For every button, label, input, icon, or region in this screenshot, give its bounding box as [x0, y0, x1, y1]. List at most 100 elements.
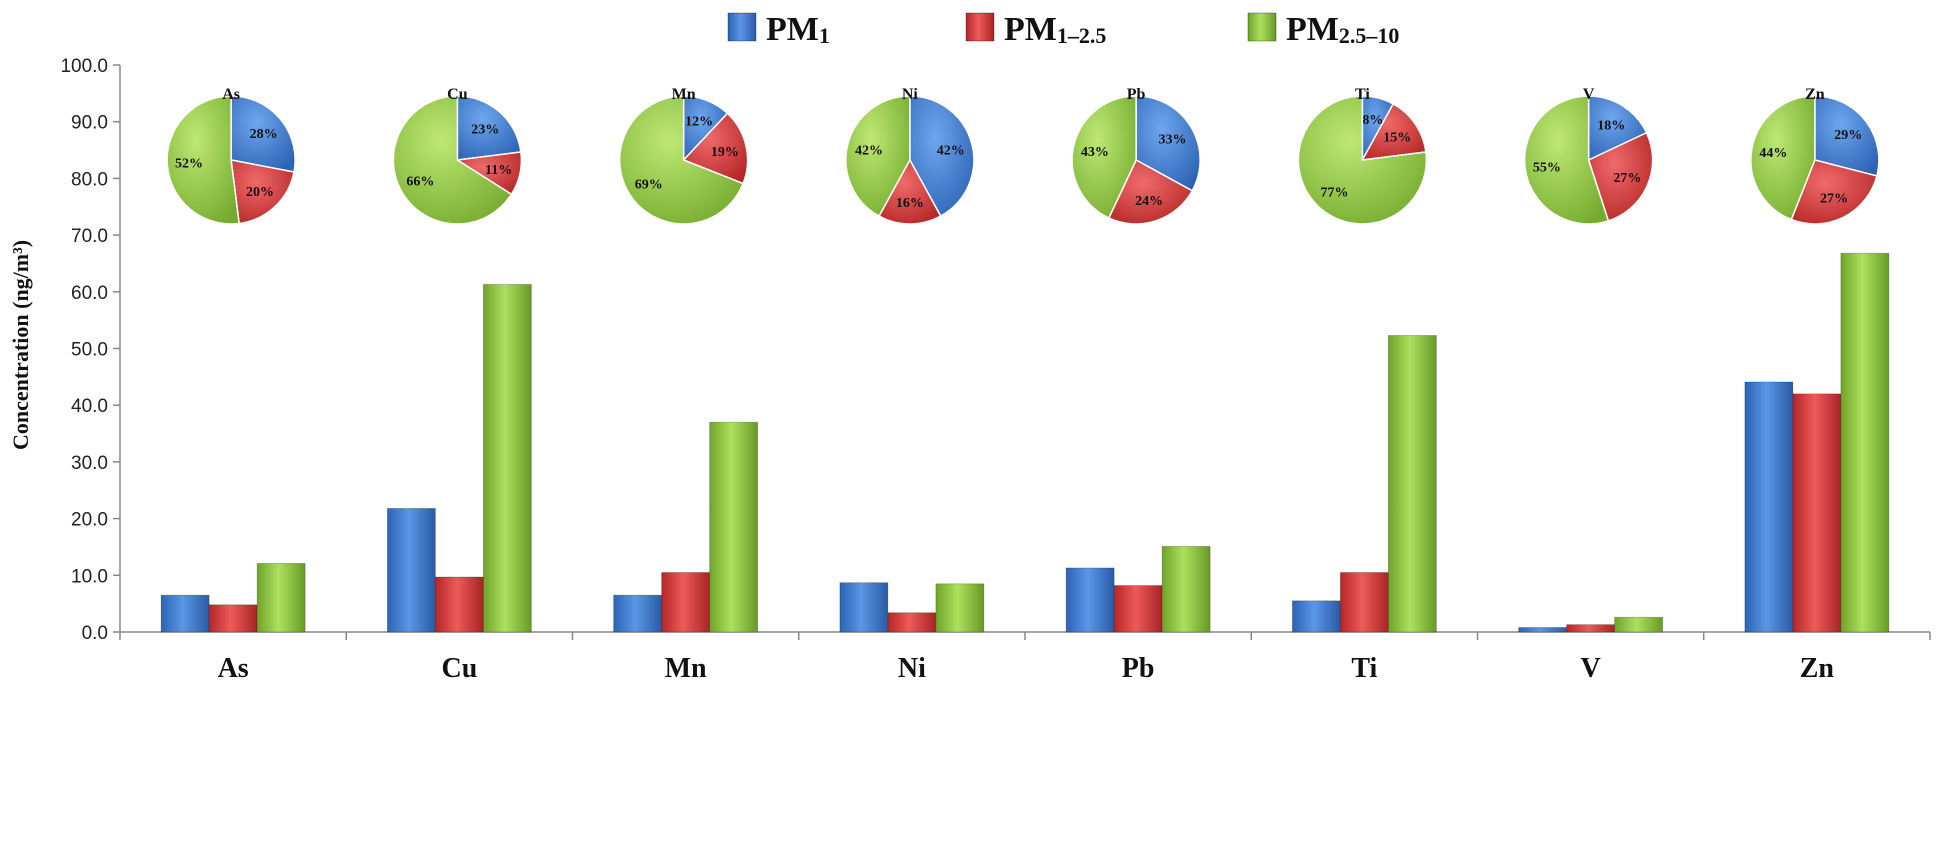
- y-tick-label: 100.0: [60, 56, 108, 77]
- pie-chart: 18% 27% 55% V: [1523, 86, 1654, 225]
- bars: [160, 252, 1890, 633]
- axes: 0.0 10.0 20.0 30.0 40.0 50.0 60.0 70.0 80.0 90.0 1…: [60, 56, 1931, 684]
- bar: [1339, 572, 1389, 633]
- x-tick-label: Zn: [1800, 653, 1835, 684]
- pie-title: Zn: [1805, 86, 1825, 103]
- pie-slice-label: 66%: [406, 174, 434, 189]
- pie-chart: 28% 20% 52% As: [166, 86, 296, 225]
- y-tick-label: 90.0: [71, 113, 108, 134]
- pie-slice: [230, 159, 295, 225]
- pie-slice: [230, 95, 296, 173]
- legend-label: PM1: [766, 11, 830, 48]
- pie-slice-label: 33%: [1158, 132, 1186, 147]
- x-tick-label: As: [218, 653, 249, 684]
- pie-chart: 23% 11% 66% Cu: [392, 86, 523, 225]
- bar: [1387, 335, 1437, 633]
- legend-label: PM1–2.5: [1004, 11, 1106, 48]
- bar: [661, 572, 711, 633]
- pie-slice: [1814, 95, 1880, 177]
- pie-chart: 12% 19% 69% Mn: [618, 86, 749, 225]
- pie-slice-label: 24%: [1135, 194, 1163, 209]
- pie-title: Mn: [672, 86, 696, 103]
- x-tick-label: Mn: [665, 653, 707, 684]
- bar: [208, 604, 258, 633]
- x-tick-label: Ti: [1351, 653, 1377, 684]
- bar: [386, 507, 436, 633]
- pie-slice: [1361, 102, 1427, 161]
- pie-slice-label: 42%: [937, 143, 965, 158]
- pie-slice-label: 11%: [485, 163, 512, 178]
- bar: [1744, 381, 1794, 633]
- pie-slice-label: 19%: [711, 145, 739, 160]
- legend-item: PM1: [727, 11, 830, 48]
- pie-slice-label: 43%: [1081, 145, 1109, 160]
- y-tick-label: 40.0: [71, 396, 108, 417]
- bar: [613, 594, 663, 633]
- pie-slice: [1587, 131, 1654, 222]
- legend-label-main: PM: [1004, 11, 1057, 48]
- y-tick-label: 60.0: [71, 283, 108, 304]
- legend-item: PM1–2.5: [965, 11, 1106, 48]
- pie-slice-label: 18%: [1597, 118, 1625, 133]
- y-tick-label: 20.0: [71, 510, 108, 531]
- pie-slice: [1523, 95, 1610, 225]
- pie-slice: [1135, 95, 1201, 192]
- y-tick-label: 0.0: [82, 623, 108, 644]
- pie-slice: [1750, 95, 1816, 221]
- bar: [1840, 252, 1890, 633]
- bar: [1291, 600, 1341, 633]
- y-tick-label: 70.0: [71, 226, 108, 247]
- x-tick-label: Ni: [898, 653, 926, 684]
- pie-slice: [1790, 159, 1878, 225]
- x-tick-label: Pb: [1122, 653, 1155, 684]
- bar: [709, 421, 759, 633]
- pie-title: Ni: [902, 86, 919, 103]
- legend-label-subscript: 1–2.5: [1057, 23, 1107, 48]
- pie-slice: [456, 95, 522, 161]
- pie-slice-label: 8%: [1362, 113, 1383, 128]
- bar: [1065, 567, 1115, 633]
- pie-slice: [618, 95, 745, 225]
- legend-label-main: PM: [766, 11, 819, 48]
- y-tick-label: 50.0: [71, 340, 108, 361]
- pie-slice-label: 15%: [1383, 130, 1411, 145]
- pie-chart: 42% 16% 42% Ni: [845, 86, 975, 225]
- pie-slice-label: 55%: [1533, 161, 1561, 176]
- x-tick-label: Cu: [441, 653, 477, 684]
- pie-chart: 33% 24% 43% Pb: [1071, 86, 1201, 225]
- bar: [1161, 545, 1211, 633]
- pie-slice-label: 23%: [471, 122, 499, 137]
- legend-label-subscript: 2.5–10: [1339, 23, 1400, 48]
- pie-slice-label: 27%: [1613, 171, 1641, 186]
- pie-chart: 8%15% 77% Ti: [1297, 86, 1428, 225]
- pie-title: Pb: [1127, 86, 1146, 103]
- pie-slice-label: 27%: [1820, 192, 1848, 207]
- legend-label-subscript: 1: [819, 23, 830, 48]
- bar: [1113, 585, 1163, 633]
- bar: [1566, 624, 1616, 633]
- bar: [1518, 627, 1568, 633]
- bar: [1614, 616, 1664, 633]
- pie-slice-label: 29%: [1834, 128, 1862, 143]
- pie-title: Cu: [447, 86, 468, 103]
- legend-item: PM2.5–10: [1247, 11, 1400, 48]
- y-tick-label: 80.0: [71, 169, 108, 190]
- pie-slice: [1297, 95, 1428, 225]
- bar: [160, 594, 210, 633]
- pie-chart: 29% 27% 44% Zn: [1750, 86, 1880, 225]
- pie-slice: [909, 95, 975, 218]
- pie-slice-label: 44%: [1759, 146, 1787, 161]
- pie-slice: [166, 95, 240, 225]
- legend-swatch: [965, 12, 995, 42]
- pie-slice-label: 12%: [685, 115, 713, 130]
- bar: [482, 284, 532, 633]
- pie-slice: [845, 95, 911, 218]
- pie-slice-label: 52%: [175, 157, 203, 172]
- bar: [1792, 393, 1842, 633]
- pie-slice: [392, 95, 513, 225]
- legend-swatch: [727, 12, 757, 42]
- bar: [935, 583, 985, 633]
- y-tick-label: 10.0: [71, 566, 108, 587]
- pie-title: As: [222, 86, 240, 103]
